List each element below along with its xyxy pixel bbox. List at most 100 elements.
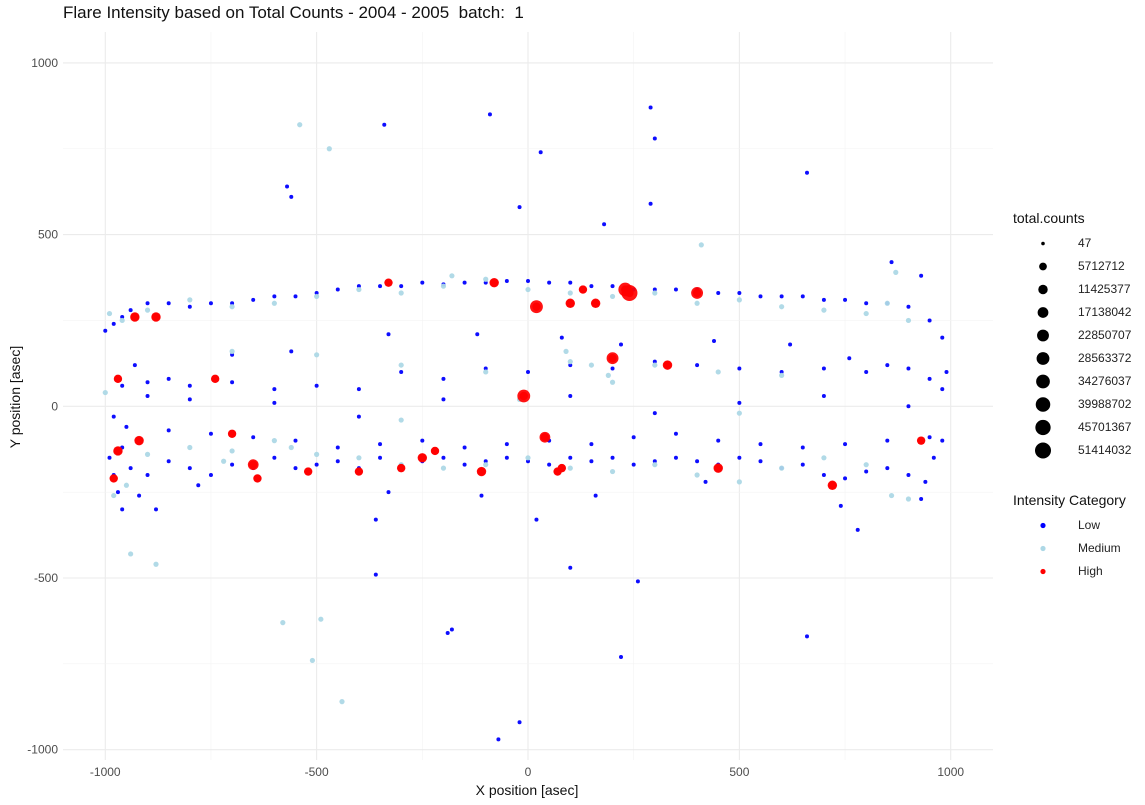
point-medium [229, 448, 235, 454]
point-low [373, 517, 378, 522]
color-legend-dot [1040, 545, 1046, 552]
point-medium [123, 482, 130, 488]
point-low [547, 462, 552, 467]
x-axis-title: X position [asec] [476, 782, 579, 798]
point-low [386, 490, 391, 495]
point-medium [440, 283, 447, 289]
color-legend-items: Low Medium High [1013, 514, 1126, 583]
point-high-sized [606, 352, 619, 365]
point-low [314, 462, 319, 467]
size-legend-dot [1036, 374, 1050, 389]
point-medium [483, 369, 489, 375]
y-axis-title: Y position [asec] [7, 346, 23, 448]
point-low [568, 394, 573, 398]
point-low [504, 455, 509, 460]
point-low [386, 332, 391, 337]
point-low [449, 627, 454, 632]
point-low [821, 297, 826, 302]
point-low [373, 572, 378, 577]
point-low [673, 431, 678, 436]
size-legend-dot [1038, 284, 1048, 295]
point-low [272, 455, 277, 460]
point-low [230, 380, 235, 385]
size-legend-item: 34276037 [1013, 370, 1131, 393]
y-tick-label: -1000 [27, 743, 58, 757]
point-medium [483, 276, 489, 282]
point-low [589, 442, 594, 447]
point-low [589, 284, 594, 289]
point-high-sized [355, 467, 363, 476]
point-low [919, 273, 924, 278]
point-medium [588, 362, 595, 368]
size-legend-title: total.counts [1013, 210, 1085, 226]
point-high-sized [691, 287, 704, 299]
point-low [805, 634, 809, 639]
point-low [788, 342, 793, 347]
size-legend-dot [1035, 419, 1051, 436]
point-medium [736, 479, 742, 485]
point-low [128, 308, 133, 313]
size-legend-key [1035, 419, 1051, 436]
point-low [864, 301, 869, 306]
point-medium [297, 122, 303, 128]
point-high-sized [565, 298, 575, 309]
size-legend-item: 28563372 [1013, 347, 1131, 370]
color-legend-item: High [1013, 560, 1126, 583]
color-legend-title: Intensity Category [1013, 492, 1126, 508]
point-high-sized [590, 298, 601, 309]
point-low [821, 366, 826, 371]
point-low [652, 287, 657, 292]
point-low [378, 442, 383, 447]
point-high-sized [397, 464, 406, 472]
point-low [538, 150, 543, 155]
point-medium [440, 465, 447, 471]
point-low [272, 387, 277, 392]
size-legend-item: 47 [1013, 232, 1091, 255]
point-low [931, 455, 936, 460]
point-high-sized [247, 459, 259, 471]
point-low [648, 105, 653, 110]
point-low [652, 459, 657, 464]
point-medium [698, 242, 704, 248]
point-low [187, 397, 192, 402]
point-low [145, 301, 150, 306]
size-legend-label: 51414032 [1078, 443, 1132, 457]
size-legend-item: 51414032 [1013, 439, 1131, 462]
point-high-sized [228, 429, 236, 438]
point-low [504, 278, 509, 283]
point-low [940, 335, 945, 340]
point-low [800, 445, 805, 450]
point-high-sized [130, 312, 140, 322]
point-low [115, 490, 120, 495]
point-low [547, 280, 552, 285]
point-low [272, 400, 277, 405]
point-low [230, 462, 235, 467]
point-low [145, 380, 150, 385]
point-low [196, 483, 201, 488]
point-medium [905, 317, 912, 324]
point-low [847, 356, 852, 361]
point-medium [106, 310, 113, 317]
point-low [487, 112, 492, 117]
point-low [737, 400, 742, 405]
point-low [906, 366, 911, 371]
point-medium [326, 146, 332, 152]
size-legend-items: 47 5712712 11425377 17138042 22850707 2856337… [1013, 232, 1131, 462]
point-low [526, 278, 530, 283]
point-medium [888, 492, 895, 499]
point-medium [398, 362, 404, 368]
point-low [111, 414, 116, 419]
point-low [208, 472, 213, 477]
point-low [166, 428, 171, 433]
size-legend-key [1035, 397, 1051, 412]
x-tick-label: -1000 [90, 765, 121, 779]
size-legend-label: 39988702 [1078, 397, 1132, 411]
y-tick-label: 500 [38, 228, 58, 242]
point-low [737, 366, 742, 371]
size-legend-key [1041, 241, 1045, 246]
point-low [462, 462, 467, 467]
point-high-sized [530, 300, 543, 314]
point-low [864, 369, 869, 374]
point-low [843, 476, 848, 481]
color-legend-dot [1040, 568, 1046, 575]
